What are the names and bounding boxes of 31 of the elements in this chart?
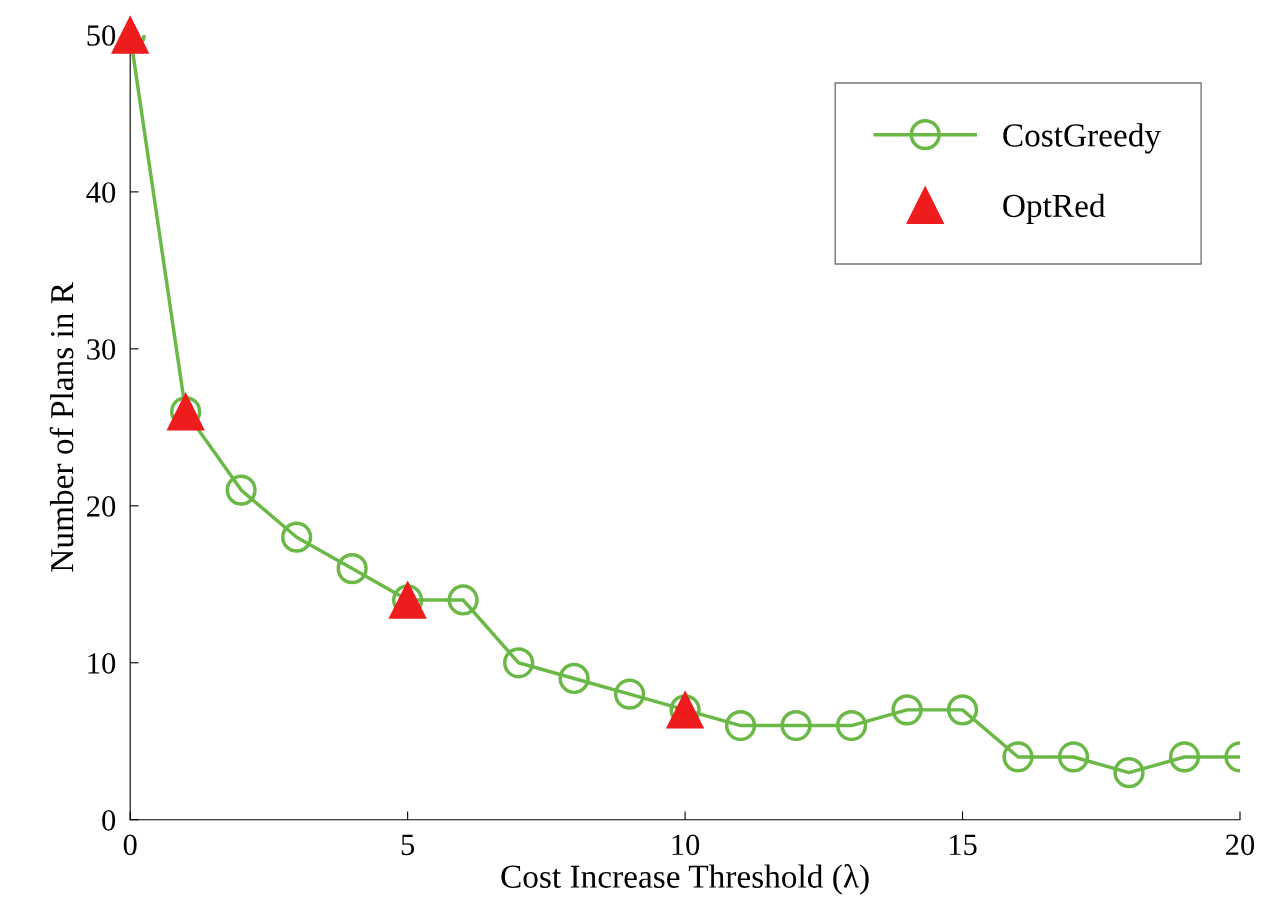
y-tick-label: 30 [87, 339, 116, 360]
y-tick-label: 50 [87, 25, 116, 46]
point [281, 521, 313, 553]
point [1113, 757, 1145, 789]
y-tick-label: 0 [102, 810, 116, 831]
legend-label: CostGreedy [1003, 123, 1161, 154]
legend-label: OptRed [1003, 193, 1106, 224]
point [1168, 741, 1201, 773]
y-tick-label: 20 [87, 496, 116, 517]
point [1057, 741, 1090, 773]
point [447, 584, 479, 616]
point [724, 709, 757, 742]
x-tick-label: 0 [123, 834, 137, 856]
point [780, 709, 812, 742]
point [336, 552, 368, 585]
point [558, 662, 590, 695]
x-tick-label: 10 [672, 834, 700, 856]
point [1002, 741, 1034, 773]
x-tick-label: 5 [401, 834, 415, 856]
point [946, 694, 979, 726]
x-axis-title: Cost Increase Threshold (λ) [501, 864, 869, 895]
y-tick-label: 40 [86, 182, 116, 203]
point [891, 694, 923, 726]
point [835, 709, 868, 742]
y-tick-label: 10 [88, 653, 116, 674]
y-axis-title: Number of Plans in R [49, 282, 74, 572]
point [613, 678, 646, 710]
point [225, 474, 257, 506]
x-tick-label: 20 [1226, 834, 1255, 856]
x-tick-label: 15 [949, 834, 977, 856]
point [502, 647, 535, 679]
